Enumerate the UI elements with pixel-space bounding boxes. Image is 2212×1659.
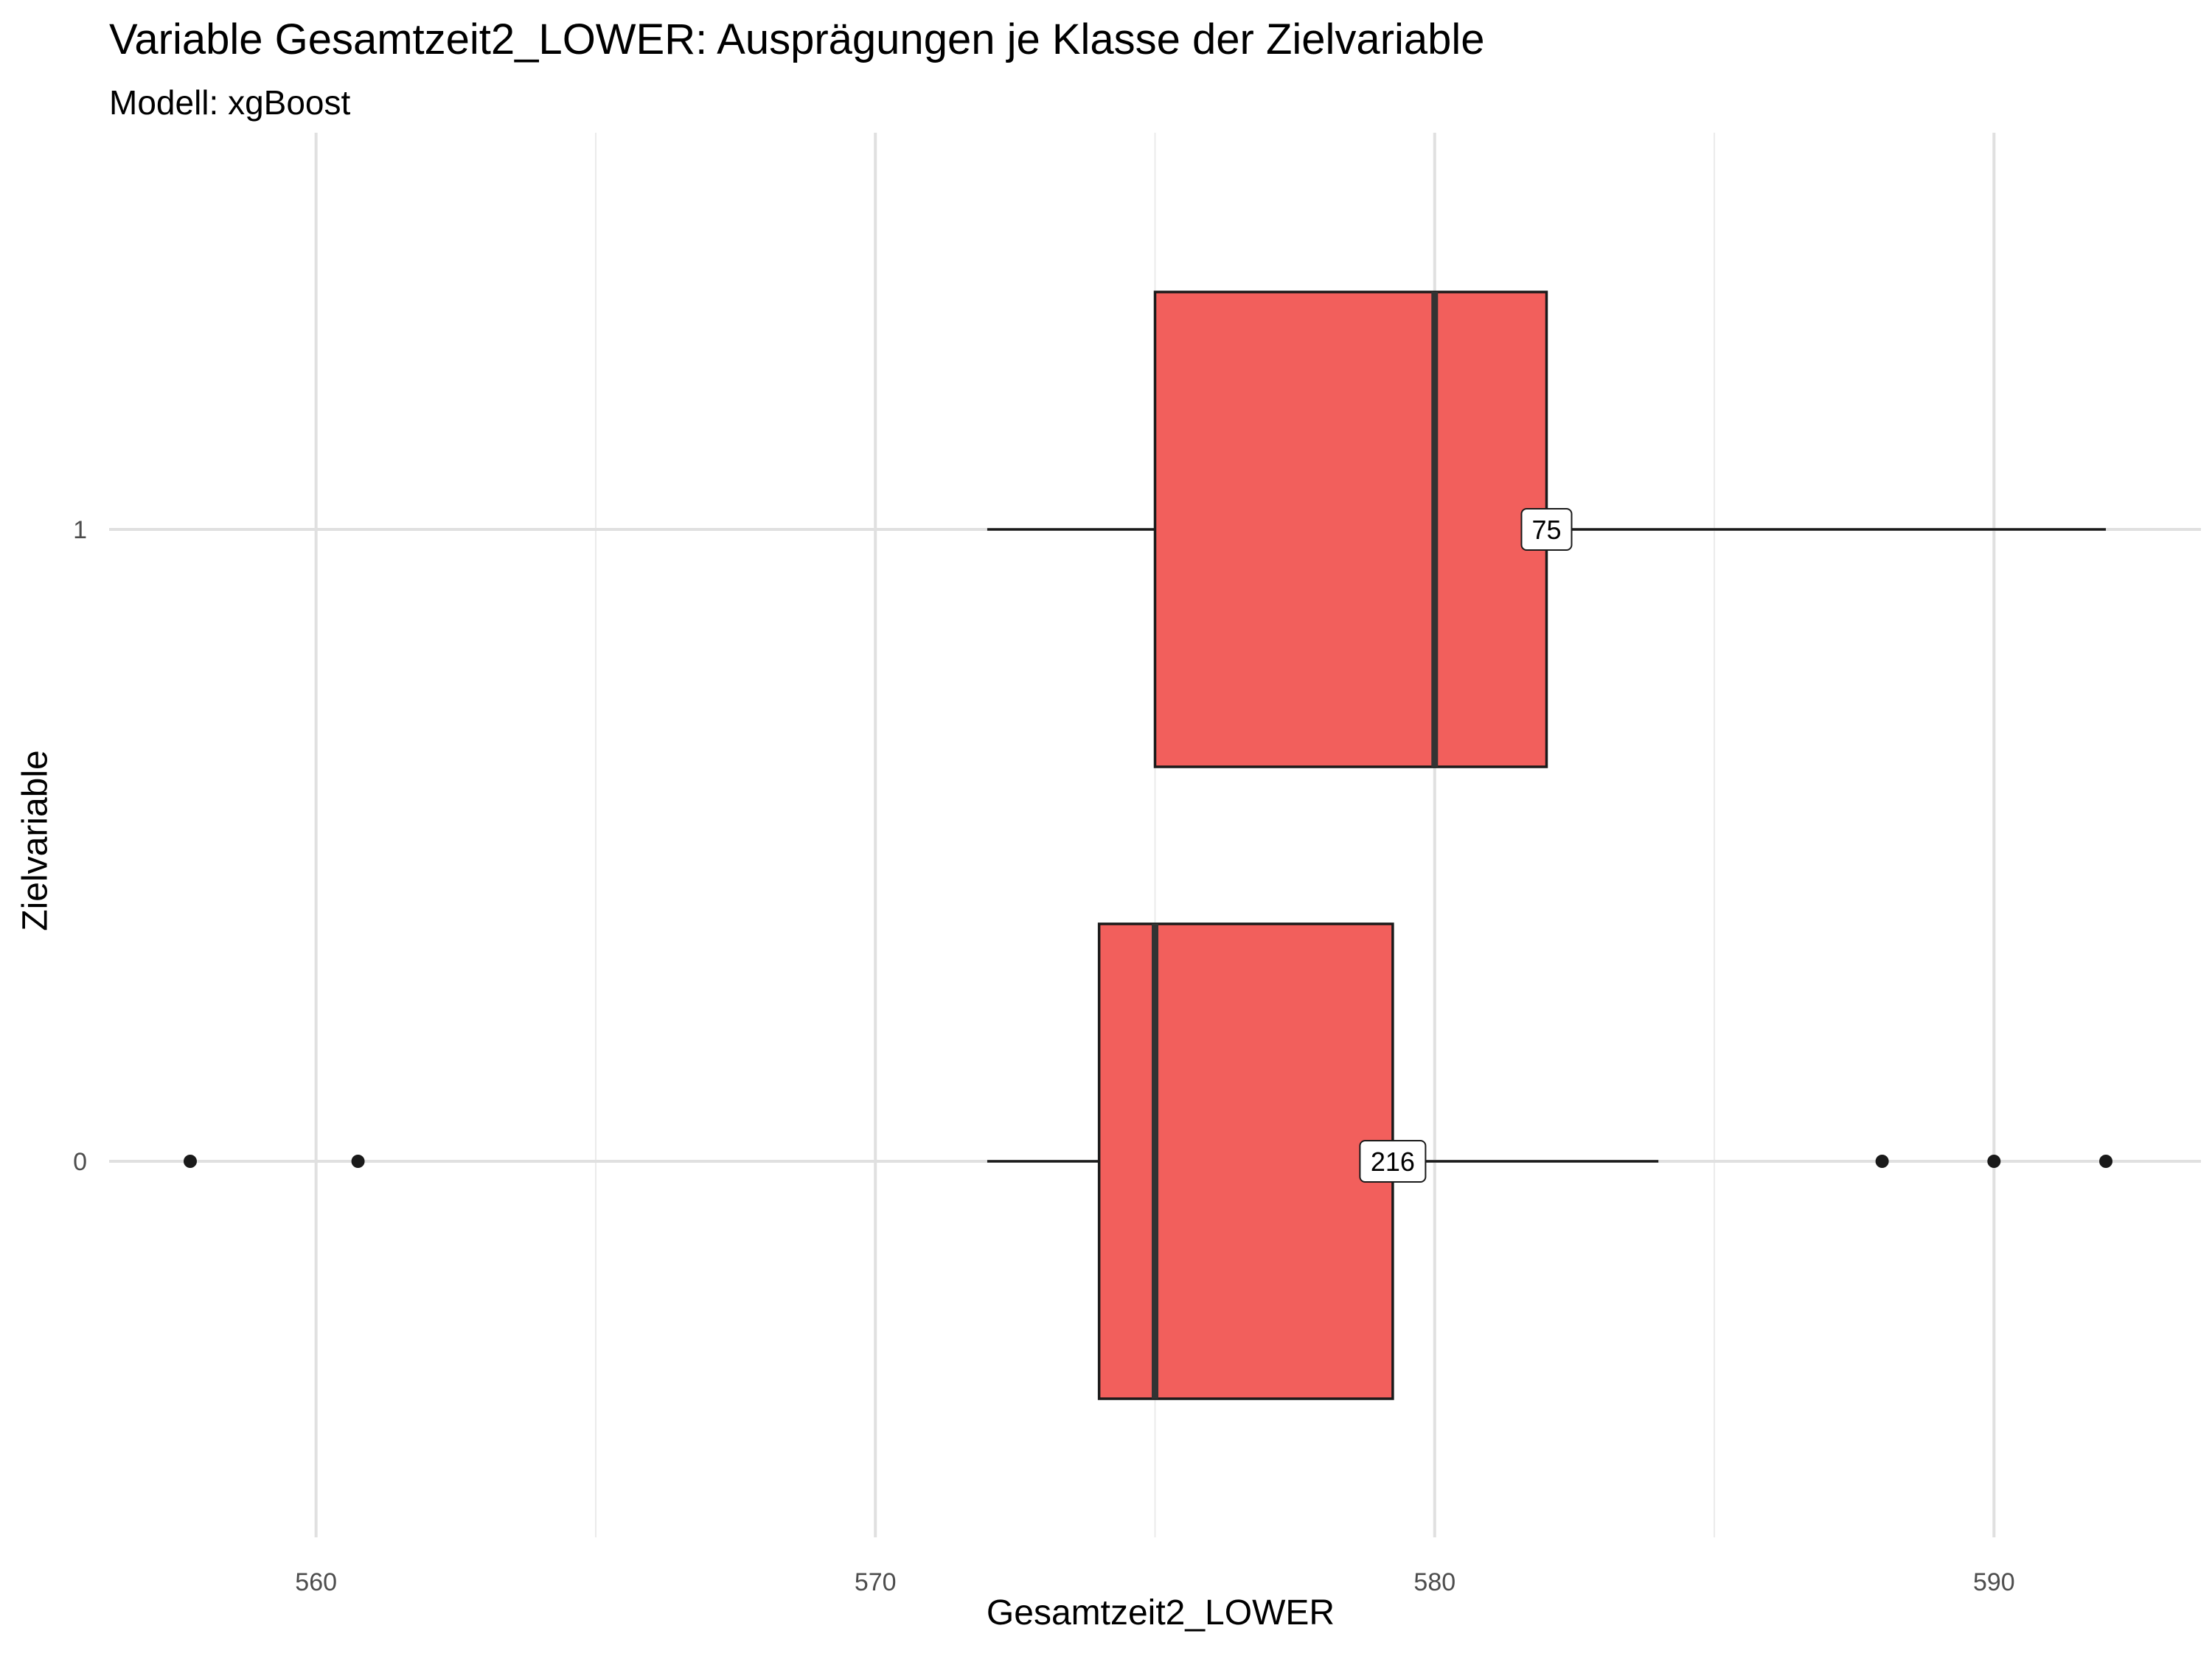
axis-ticks: 560 570 580 590 0 1 bbox=[73, 516, 2015, 1596]
count-label-box bbox=[1359, 1140, 1427, 1183]
iqr-box bbox=[1097, 922, 1394, 1400]
count-label-text: 75 bbox=[1531, 515, 1561, 545]
chart-subtitle: Modell: xgBoost bbox=[109, 83, 351, 122]
count-label-text: 216 bbox=[1371, 1147, 1415, 1177]
outlier-point bbox=[1875, 1155, 1889, 1168]
outlier-point bbox=[183, 1155, 197, 1168]
box-series: 75 216 bbox=[183, 291, 2113, 1400]
outlier-point bbox=[351, 1155, 365, 1168]
x-tick-label: 580 bbox=[1413, 1568, 1455, 1596]
outlier-point bbox=[2099, 1155, 2113, 1168]
count-label-box bbox=[1520, 508, 1573, 551]
count-label: 216 bbox=[1359, 1140, 1427, 1183]
outlier-point bbox=[1987, 1155, 2001, 1168]
iqr-box bbox=[1153, 291, 1548, 768]
x-tick-label: 570 bbox=[855, 1568, 897, 1596]
x-tick-label: 560 bbox=[295, 1568, 337, 1596]
boxplot-0: 216 bbox=[183, 922, 2113, 1400]
y-axis-label: Zielvariable bbox=[15, 750, 55, 931]
x-tick-label: 590 bbox=[1973, 1568, 2015, 1596]
y-tick-label: 1 bbox=[73, 516, 87, 544]
x-axis-label: Gesamtzeit2_LOWER bbox=[986, 1593, 1335, 1632]
chart-title: Variable Gesamtzeit2_LOWER: Ausprägungen… bbox=[109, 15, 1485, 63]
count-label: 75 bbox=[1520, 508, 1573, 551]
boxplot-1: 75 bbox=[987, 291, 2107, 768]
y-tick-label: 0 bbox=[73, 1148, 87, 1176]
